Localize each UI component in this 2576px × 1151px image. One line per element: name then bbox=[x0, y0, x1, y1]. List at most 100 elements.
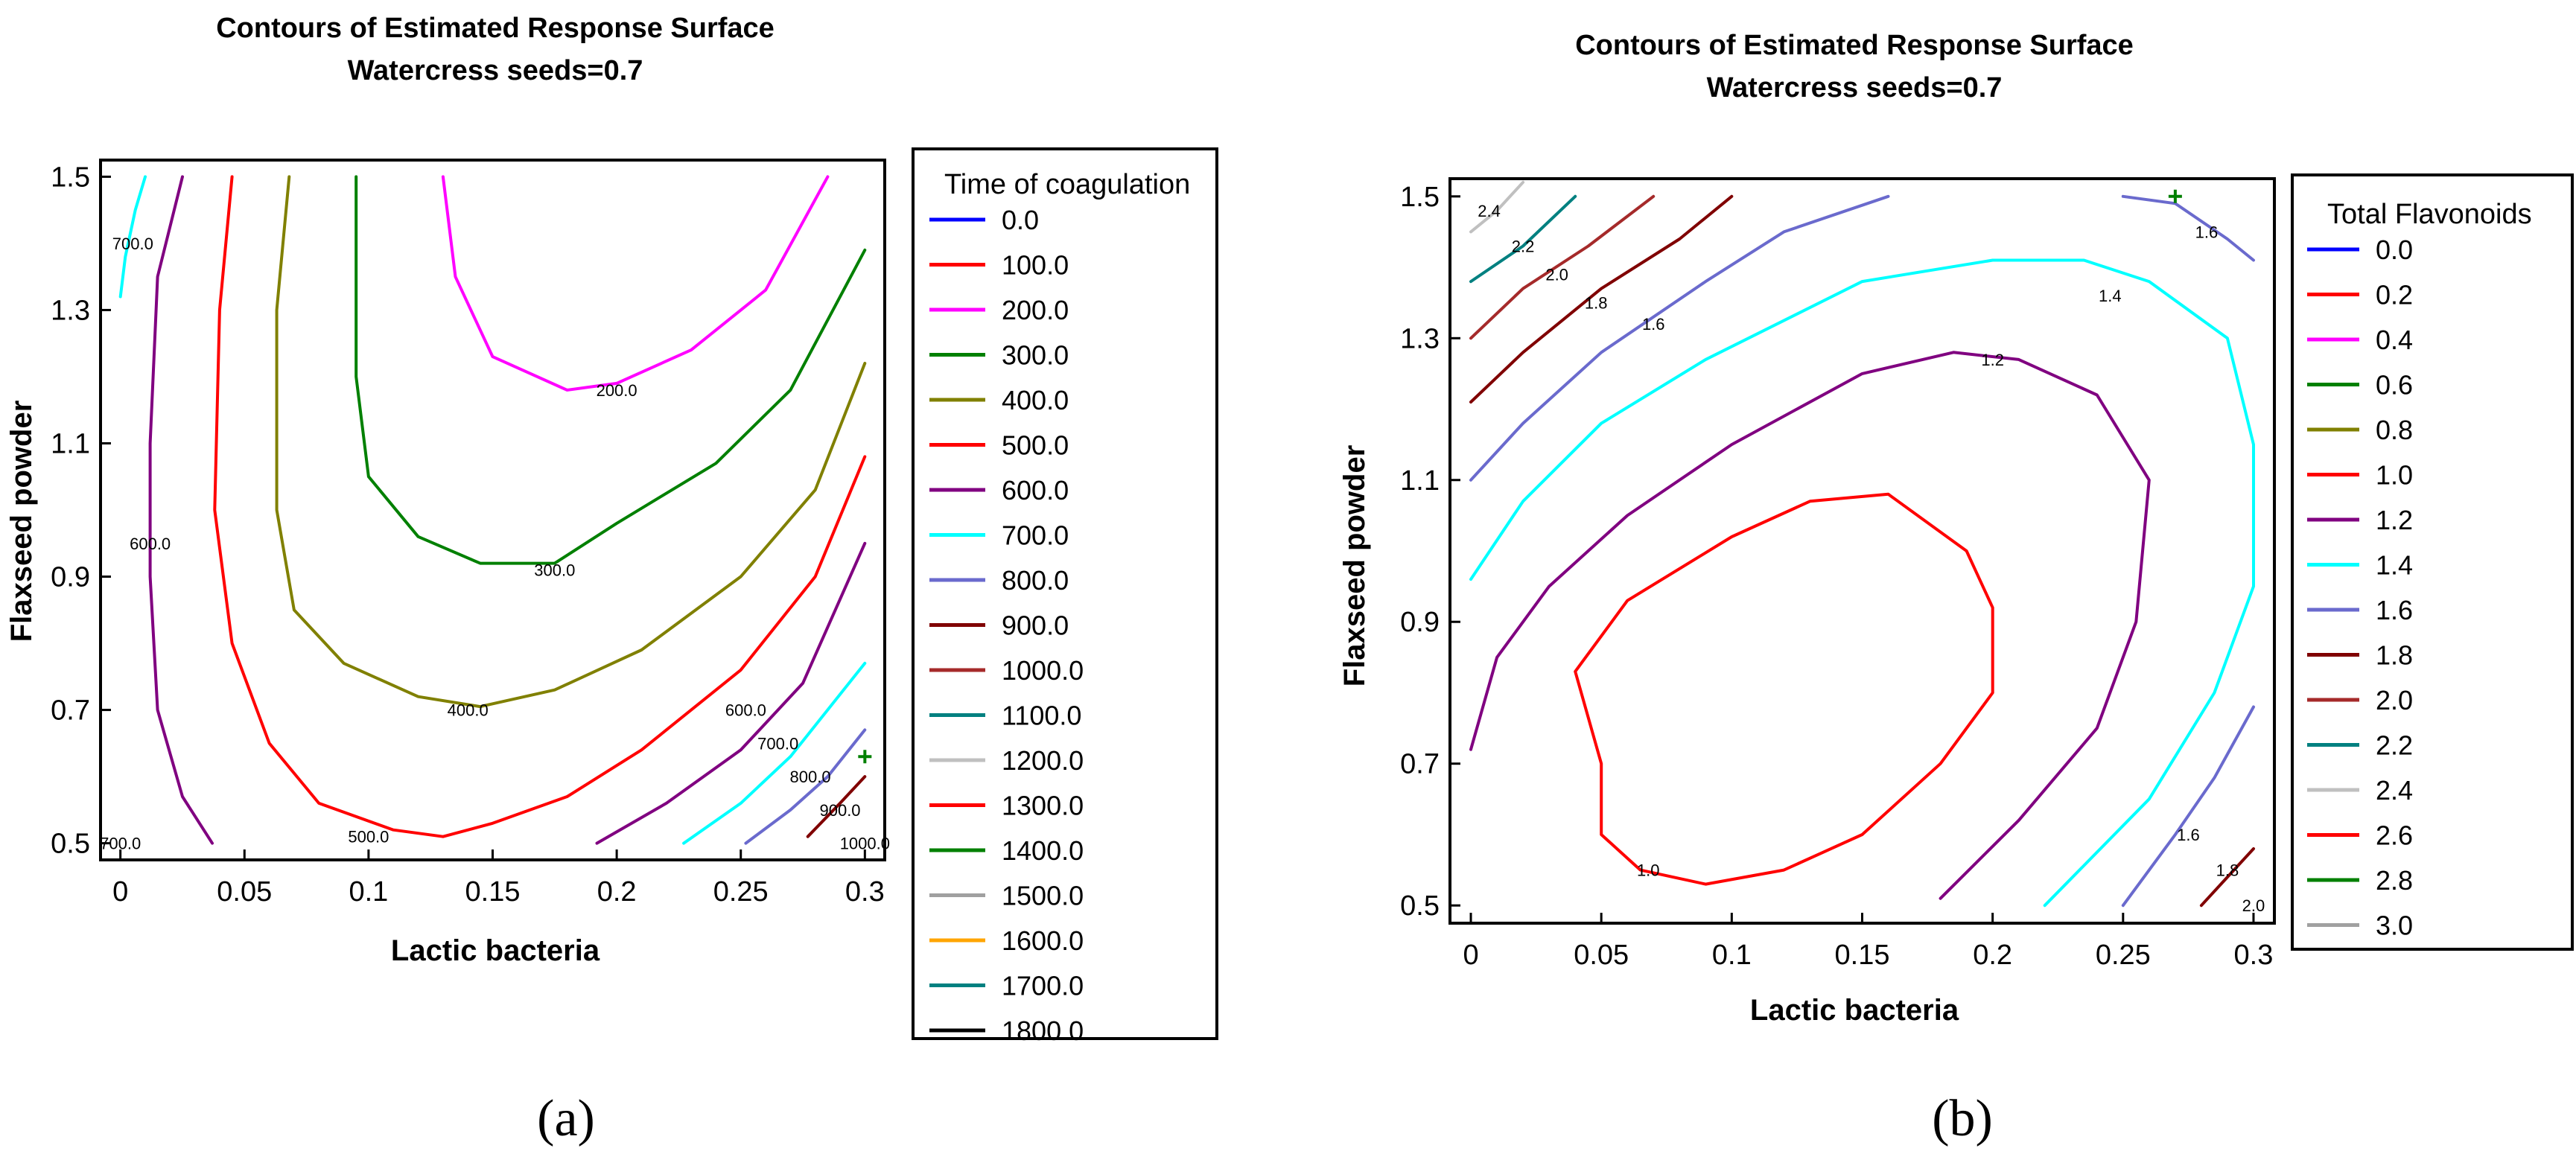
chart-a-legend-label: 700.0 bbox=[1002, 520, 1069, 551]
chart-a-contour-label: 500.0 bbox=[348, 828, 389, 846]
chart-a-legend-title: Time of coagulation bbox=[944, 169, 1190, 200]
chart-b-contour-2-0 bbox=[1469, 194, 1656, 340]
chart-b-legend-label: 2.2 bbox=[2376, 730, 2413, 761]
chart-a-contours bbox=[118, 175, 867, 845]
chart-b-contour-1-0 bbox=[1574, 492, 1994, 886]
chart-a-y-tick-label: 1.3 bbox=[51, 295, 90, 326]
chart-a-legend-label: 1600.0 bbox=[1002, 925, 1084, 956]
chart-b-y-ticks: 0.5 0.7 0.9 1.1 1.3 1.5 bbox=[1400, 182, 1460, 922]
chart-b-legend-label: 1.4 bbox=[2376, 550, 2413, 581]
chart-a-legend-label: 800.0 bbox=[1002, 565, 1069, 596]
chart-a-legend-label: 900.0 bbox=[1002, 610, 1069, 641]
chart-b-title: Contours of Estimated Response Surface bbox=[1575, 30, 2134, 61]
chart-a-x-tick-label: 0.2 bbox=[597, 876, 637, 908]
chart-a-contour-label: 600.0 bbox=[130, 535, 171, 553]
chart-b-x-tick-label: 0.05 bbox=[1574, 940, 1629, 971]
chart-a-legend-label: 1200.0 bbox=[1002, 745, 1084, 776]
chart-b-subtitle: Watercress seeds=0.7 bbox=[1707, 72, 2003, 103]
chart-b-optimum-marker bbox=[2168, 189, 2182, 203]
chart-b-y-tick-label: 1.5 bbox=[1400, 182, 1440, 213]
chart-b-contour-label: 1.6 bbox=[1642, 315, 1665, 334]
chart-b-contour-label: 2.0 bbox=[2242, 896, 2265, 915]
chart-a-y-tick-label: 0.5 bbox=[51, 829, 90, 860]
chart-b-y-tick-label: 1.1 bbox=[1400, 465, 1440, 497]
chart-a-legend-label: 1100.0 bbox=[1002, 701, 1081, 731]
chart-b-y-axis-label: Flaxseed powder bbox=[1338, 445, 1371, 687]
chart-b-y-tick-label: 0.7 bbox=[1400, 749, 1440, 780]
chart-a-y-ticks: 0.5 0.7 0.9 1.1 1.3 1.5 bbox=[51, 162, 111, 860]
chart-b-x-tick-label: 0 bbox=[1463, 940, 1478, 971]
chart-a-legend-label: 1700.0 bbox=[1002, 971, 1084, 1001]
chart-b-x-tick-label: 0.2 bbox=[1973, 940, 2012, 971]
chart-a-legend-label: 300.0 bbox=[1002, 340, 1069, 371]
chart-b-contours bbox=[1469, 180, 2255, 908]
chart-b-contour-label: 1.8 bbox=[1585, 294, 1608, 313]
chart-a-y-tick-label: 0.7 bbox=[51, 695, 90, 727]
chart-panel-b: Contours of Estimated Response Surface W… bbox=[1338, 30, 2574, 1147]
chart-a-legend-label: 400.0 bbox=[1002, 385, 1069, 415]
chart-a-contour-300-0 bbox=[354, 175, 867, 565]
chart-a-legend-label: 1000.0 bbox=[1002, 655, 1084, 686]
chart-b-legend-label: 1.0 bbox=[2376, 460, 2413, 491]
chart-b-legend-box bbox=[2291, 173, 2574, 951]
chart-a-x-tick-label: 0.25 bbox=[713, 876, 769, 908]
chart-b-contour-label: 1.0 bbox=[1637, 861, 1660, 880]
chart-b-y-tick-label: 0.9 bbox=[1400, 607, 1440, 638]
chart-a-legend-label: 100.0 bbox=[1002, 250, 1069, 281]
chart-a-contour-label: 400.0 bbox=[448, 701, 489, 720]
chart-a-legend-label: 200.0 bbox=[1002, 295, 1069, 325]
chart-b-x-tick-label: 0.3 bbox=[2234, 940, 2274, 971]
chart-b-x-ticks: 0 0.05 0.1 0.15 0.2 0.25 0.3 bbox=[1463, 913, 2273, 971]
chart-a-contour-label: 1000.0 bbox=[840, 835, 890, 853]
chart-a-contour-500-0 bbox=[213, 175, 867, 838]
chart-a-legend-label: 0.0 bbox=[1002, 205, 1039, 235]
chart-a-panel-label: (a) bbox=[537, 1090, 595, 1147]
chart-b-legend-label: 1.8 bbox=[2376, 640, 2413, 671]
chart-a-contour-label: 300.0 bbox=[534, 561, 575, 580]
chart-a-optimum-marker bbox=[858, 750, 872, 764]
chart-a-x-tick-label: 0.15 bbox=[465, 876, 521, 908]
chart-a-legend-label: 1800.0 bbox=[1002, 1016, 1084, 1046]
chart-b-contour-1-6 bbox=[1469, 194, 1890, 482]
chart-a-marker bbox=[858, 750, 872, 764]
chart-a-contour-label: 900.0 bbox=[819, 801, 860, 820]
chart-b-legend-label: 0.4 bbox=[2376, 325, 2413, 355]
chart-b-y-tick-label: 0.5 bbox=[1400, 890, 1440, 922]
chart-a-legend-label: 1300.0 bbox=[1002, 791, 1084, 821]
chart-b-legend-label: 1.2 bbox=[2376, 505, 2413, 535]
chart-a-contour-400-0 bbox=[275, 175, 867, 709]
chart-a-legend-label: 1400.0 bbox=[1002, 835, 1084, 866]
chart-b-contour-1-6 bbox=[2121, 705, 2255, 908]
chart-a-x-ticks: 0 0.05 0.1 0.15 0.2 0.25 0.3 bbox=[112, 849, 885, 908]
chart-b-x-tick-label: 0.15 bbox=[1835, 940, 1890, 971]
chart-a-contour-800-0 bbox=[744, 728, 867, 845]
chart-b-legend-label: 0.6 bbox=[2376, 370, 2413, 401]
chart-a-plot-area bbox=[99, 159, 886, 861]
chart-a-contour-label: 700.0 bbox=[757, 734, 798, 753]
chart-a-y-axis-label: Flaxseed powder bbox=[5, 401, 38, 643]
chart-a-title: Contours of Estimated Response Surface bbox=[216, 13, 775, 44]
chart-b-x-tick-label: 0.25 bbox=[2096, 940, 2151, 971]
chart-panel-a: Contours of Estimated Response Surface W… bbox=[5, 13, 1218, 1147]
chart-a-legend-label: 1500.0 bbox=[1002, 881, 1084, 911]
chart-a-x-tick-label: 0.1 bbox=[349, 876, 388, 908]
chart-a-contour-label: 700.0 bbox=[112, 235, 153, 253]
chart-b-contour-label: 1.4 bbox=[2099, 287, 2122, 305]
chart-a-contour-label: 700.0 bbox=[100, 835, 141, 853]
chart-b-contour-label: 1.2 bbox=[1981, 351, 2004, 369]
chart-b-contour-label: 2.4 bbox=[1478, 202, 1501, 220]
chart-b-plot-area bbox=[1448, 177, 2276, 925]
chart-a-y-tick-label: 1.5 bbox=[51, 162, 90, 193]
chart-a-legend-label: 600.0 bbox=[1002, 475, 1069, 506]
chart-b-contour-label: 1.8 bbox=[2216, 861, 2239, 880]
chart-b-legend-label: 2.8 bbox=[2376, 865, 2413, 896]
chart-b-y-tick-label: 1.3 bbox=[1400, 323, 1440, 354]
chart-a-contour-700-0 bbox=[118, 175, 147, 299]
chart-a-legend-label: 500.0 bbox=[1002, 430, 1069, 461]
chart-b-contour-label: 2.0 bbox=[1545, 266, 1568, 284]
chart-b-legend-label: 3.0 bbox=[2376, 911, 2413, 941]
chart-b-legend-label: 2.4 bbox=[2376, 775, 2413, 806]
chart-b-x-tick-label: 0.1 bbox=[1712, 940, 1752, 971]
chart-b-contour-1-4 bbox=[1469, 258, 2255, 908]
